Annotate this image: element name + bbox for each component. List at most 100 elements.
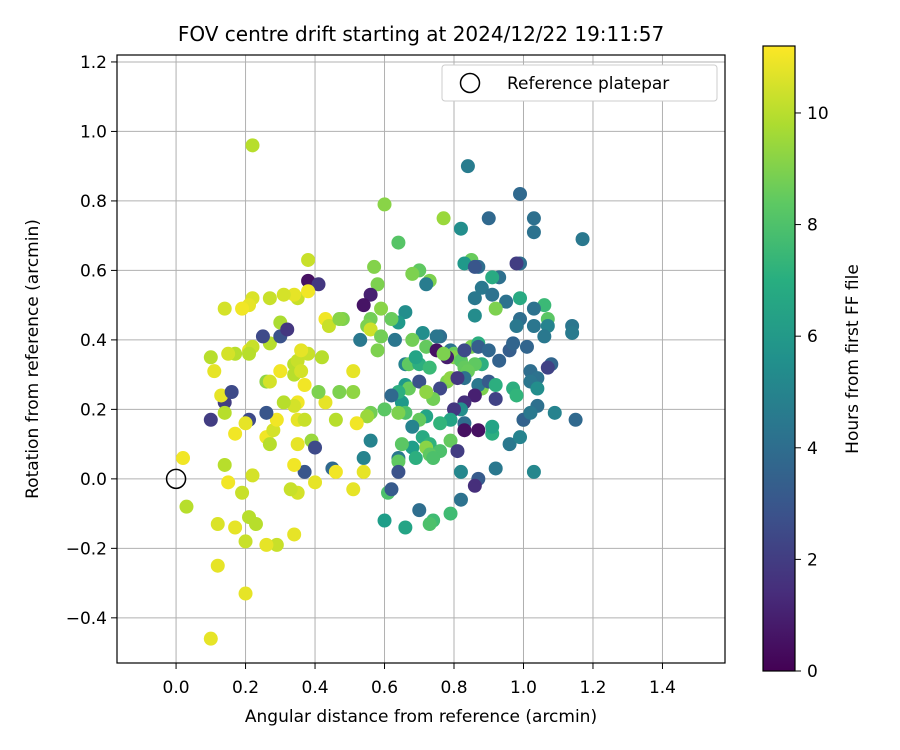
scatter-point (391, 454, 406, 469)
scatter-point (502, 437, 517, 452)
scatter-point (297, 412, 312, 427)
scatter-point (526, 301, 541, 316)
scatter-point (203, 631, 218, 646)
scatter-point (412, 374, 427, 389)
scatter-point (370, 277, 385, 292)
scatter-point (429, 329, 444, 344)
scatter-point (238, 416, 253, 431)
x-axis-label: Angular distance from reference (arcmin) (245, 707, 597, 727)
scatter-point (238, 586, 253, 601)
scatter-point (356, 298, 371, 313)
scatter-point (210, 517, 225, 532)
legend: Reference platepar (441, 64, 718, 102)
y-tick-label: 1.0 (80, 122, 107, 142)
scatter-point (436, 346, 451, 361)
scatter-point (474, 280, 489, 295)
scatter-point (321, 318, 336, 333)
y-tick-label: −0.2 (66, 539, 107, 559)
scatter-point (370, 343, 385, 358)
scatter-point (294, 364, 309, 379)
scatter-point (290, 437, 305, 452)
scatter-point (405, 419, 420, 434)
scatter-point (565, 325, 580, 340)
y-tick-label: 0.2 (80, 400, 107, 420)
scatter-point (443, 433, 458, 448)
scatter-point (248, 517, 263, 532)
scatter-point (537, 329, 552, 344)
scatter-point (255, 329, 270, 344)
scatter-point (450, 444, 465, 459)
scatter-point (259, 537, 274, 552)
scatter-point (221, 475, 236, 490)
scatter-point (235, 485, 250, 500)
scatter-point (419, 385, 434, 400)
x-tick-label: 0.4 (302, 678, 329, 698)
scatter-point (384, 388, 399, 403)
scatter-point (384, 482, 399, 497)
x-axis-ticks: 0.0 0.2 0.4 0.6 0.8 1.0 1.2 1.4 (163, 663, 676, 698)
scatter-point (346, 482, 361, 497)
scatter-point (575, 232, 590, 247)
scatter-point (547, 405, 562, 420)
scatter-point (217, 457, 232, 472)
scatter-point (269, 537, 284, 552)
colorbar-ticks: 0 2 4 6 8 10 (795, 104, 829, 682)
x-tick-label: 1.0 (510, 678, 537, 698)
scatter-point (450, 371, 465, 386)
scatter-point (259, 405, 274, 420)
scatter-point (526, 318, 541, 333)
y-tick-label: −0.4 (66, 609, 107, 629)
scatter-point (262, 437, 277, 452)
scatter-point (346, 364, 361, 379)
y-tick-label: 0.0 (80, 470, 107, 490)
scatter-point (318, 395, 333, 410)
scatter-point (467, 478, 482, 493)
scatter-point (391, 464, 406, 479)
scatter-point (492, 353, 507, 368)
scatter-point (356, 451, 371, 466)
scatter-point (568, 412, 583, 427)
scatter-point (513, 186, 528, 201)
scatter-point (176, 451, 191, 466)
scatter-point (328, 464, 343, 479)
scatter-point (363, 322, 378, 337)
scatter-point (242, 346, 257, 361)
scatter-point (311, 277, 326, 292)
scatter-point (526, 225, 541, 240)
scatter-point (519, 339, 534, 354)
scatter-point (308, 475, 323, 490)
scatter-point (405, 266, 420, 281)
scatter-point (363, 287, 378, 302)
y-tick-label: 0.6 (80, 261, 107, 281)
scatter-point (443, 506, 458, 521)
scatter-point (314, 350, 329, 365)
scatter-point (217, 301, 232, 316)
y-axis-label: Rotation from reference (arcmin) (23, 219, 43, 499)
colorbar-tick-label: 4 (807, 439, 818, 459)
scatter-point (526, 211, 541, 226)
scatter-point (294, 343, 309, 358)
scatter-point (367, 259, 382, 274)
scatter-point (499, 294, 514, 309)
scatter-point (374, 301, 389, 316)
scatter-point (467, 259, 482, 274)
y-tick-label: 0.8 (80, 192, 107, 212)
scatter-point (311, 385, 326, 400)
scatter-point (453, 464, 468, 479)
scatter-point (485, 270, 500, 285)
scatter-point (488, 301, 503, 316)
scatter-point (349, 416, 364, 431)
scatter-point (506, 336, 521, 351)
x-tick-label: 0.6 (371, 678, 398, 698)
scatter-point (221, 346, 236, 361)
colorbar-gradient (762, 45, 796, 672)
colorbar: 0 2 4 6 8 10 Hours from first FF file (762, 45, 863, 682)
reference-platepar-marker (165, 468, 187, 490)
plot-frame (116, 54, 726, 664)
scatter-point (398, 520, 413, 535)
scatter-point (481, 343, 496, 358)
scatter-point (287, 287, 302, 302)
legend-box (441, 64, 718, 102)
colorbar-tick-label: 10 (807, 104, 829, 124)
scatter-point (238, 534, 253, 549)
